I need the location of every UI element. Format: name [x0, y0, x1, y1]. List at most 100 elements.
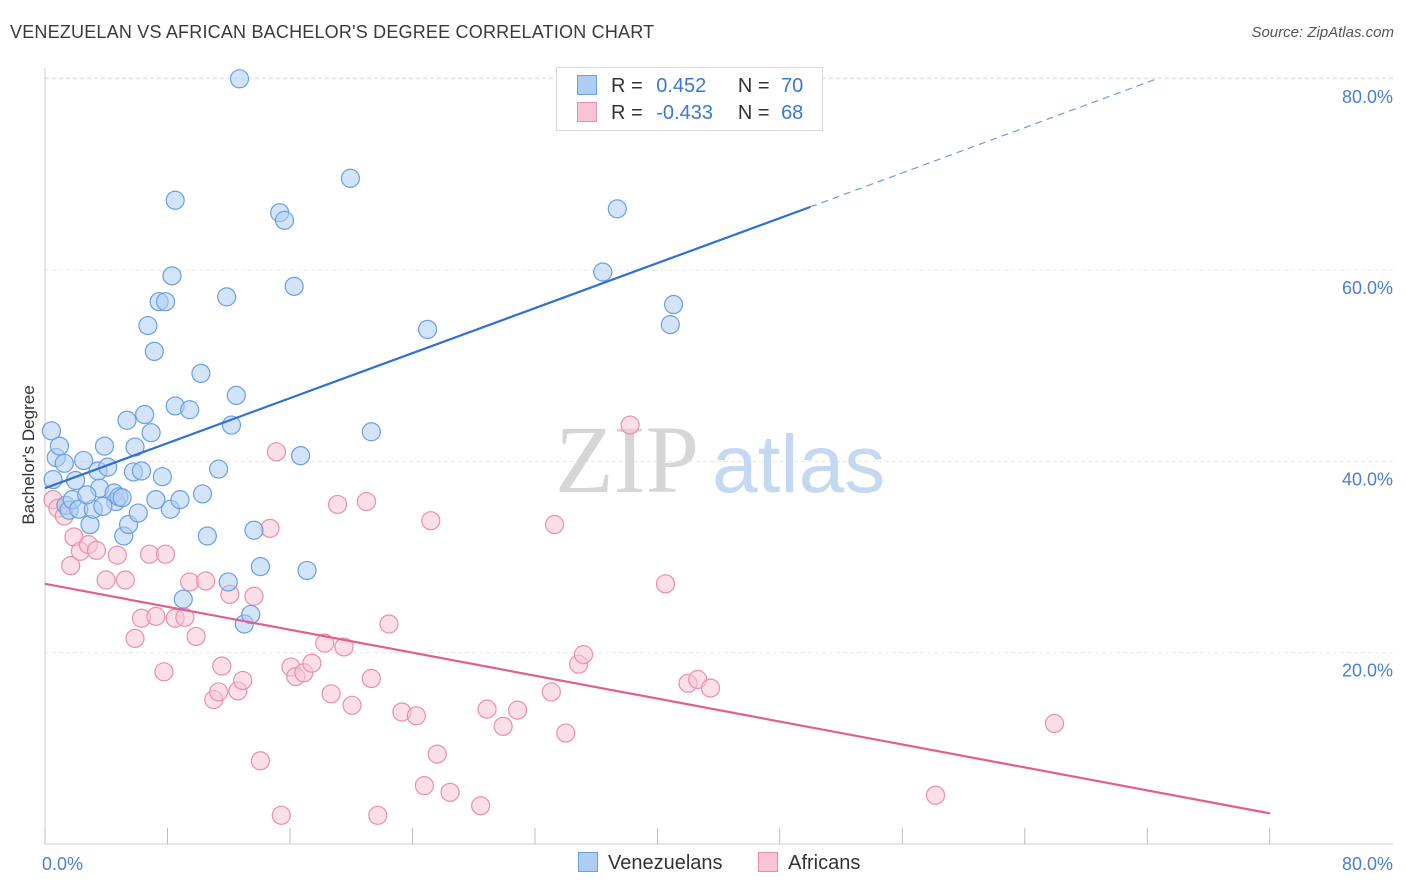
point-africans — [250, 751, 271, 771]
point-venezuelans — [209, 459, 229, 479]
trend-lines — [44, 79, 1271, 815]
point-africans — [209, 682, 229, 702]
legend-n-value: 70 — [781, 75, 804, 97]
tick-labels: 20.0% 40.0% 60.0% 80.0% 0.0% 80.0% — [42, 87, 1393, 874]
point-africans — [477, 699, 497, 719]
point-venezuelans — [117, 410, 137, 430]
point-africans — [655, 574, 676, 594]
point-venezuelans — [112, 488, 132, 508]
point-venezuelans — [417, 319, 438, 340]
point-africans — [260, 518, 280, 538]
point-venezuelans — [49, 436, 70, 456]
series-venezuelans-points — [41, 69, 684, 634]
watermark: ZIP atlas — [555, 406, 885, 513]
point-venezuelans — [131, 461, 152, 481]
point-venezuelans — [138, 315, 158, 336]
legend-item-venezuelans[interactable]: Venezuelans — [578, 852, 723, 875]
point-venezuelans — [77, 485, 97, 505]
legend-n-value: 68 — [781, 102, 804, 124]
point-africans — [700, 678, 721, 698]
grid-layer — [45, 77, 1393, 654]
point-venezuelans — [173, 589, 193, 609]
point-africans — [471, 796, 491, 816]
point-venezuelans — [297, 560, 317, 581]
point-venezuelans — [244, 520, 264, 540]
point-africans — [573, 645, 594, 665]
point-africans — [368, 805, 388, 825]
point-venezuelans — [663, 294, 684, 315]
point-africans — [244, 586, 264, 606]
point-venezuelans — [128, 503, 148, 523]
trend-line-venezuelans-extension — [809, 79, 1155, 208]
point-africans — [266, 442, 287, 462]
point-venezuelans — [73, 450, 94, 471]
point-africans — [334, 637, 354, 657]
point-africans — [493, 716, 513, 736]
point-africans — [139, 544, 160, 564]
point-venezuelans — [217, 287, 237, 307]
point-africans — [186, 626, 206, 647]
point-africans — [406, 706, 426, 726]
stats-legend: R = 0.452 N = 70 R = -0.433 N = 68 — [556, 67, 823, 131]
point-africans — [421, 511, 441, 531]
point-africans — [361, 668, 381, 689]
x-tick-label-max: 80.0% — [1342, 854, 1393, 874]
y-tick-label: 40.0% — [1342, 469, 1393, 489]
point-venezuelans — [144, 341, 164, 362]
point-africans — [541, 682, 561, 702]
axis-layer — [44, 68, 1393, 845]
point-venezuelans — [152, 467, 172, 487]
legend-label-venezuelans: Venezuelans — [608, 852, 723, 874]
trend-line-venezuelans — [44, 205, 811, 490]
legend-n-label: N = — [737, 102, 770, 124]
point-venezuelans — [229, 69, 250, 89]
legend-r-label: R = — [611, 102, 643, 124]
legend-swatch-venezuelans — [577, 75, 597, 95]
point-africans — [925, 785, 946, 805]
series-africans-points — [43, 415, 1065, 825]
point-venezuelans — [197, 526, 217, 546]
point-venezuelans — [340, 168, 361, 188]
point-africans — [96, 570, 116, 590]
point-africans — [315, 633, 335, 653]
legend-swatch-africans — [758, 852, 779, 872]
watermark-atlas: atlas — [712, 419, 885, 510]
legend-swatch-venezuelans — [578, 852, 598, 872]
point-venezuelans — [226, 385, 246, 406]
legend-swatch-africans — [577, 102, 597, 122]
point-venezuelans — [192, 484, 213, 504]
point-africans — [271, 805, 291, 825]
point-africans — [342, 695, 362, 715]
y-tick-label: 20.0% — [1342, 661, 1393, 681]
point-venezuelans — [218, 572, 238, 592]
point-venezuelans — [191, 363, 211, 384]
legend-r-value: 0.452 — [656, 75, 707, 97]
point-africans — [154, 662, 174, 682]
chart-source: Source: ZipAtlas.com — [1251, 24, 1394, 41]
legend-n-label: N = — [737, 75, 770, 97]
point-venezuelans — [155, 292, 176, 312]
point-venezuelans — [593, 262, 613, 282]
point-venezuelans — [607, 199, 627, 219]
x-tick-label-min: 0.0% — [42, 854, 83, 874]
point-venezuelans — [54, 453, 74, 473]
point-africans — [427, 744, 447, 764]
point-africans — [115, 570, 135, 590]
point-venezuelans — [170, 490, 190, 510]
point-africans — [180, 572, 200, 592]
point-venezuelans — [290, 446, 311, 466]
legend-item-africans[interactable]: Africans — [758, 852, 860, 875]
point-venezuelans — [284, 276, 304, 296]
point-africans — [556, 723, 576, 743]
point-africans — [321, 684, 341, 704]
point-africans — [302, 653, 322, 673]
legend-row-venezuelans: R = 0.452 N = 70 — [577, 75, 803, 99]
point-venezuelans — [165, 190, 185, 210]
point-venezuelans — [660, 315, 680, 335]
point-africans — [356, 491, 377, 512]
point-venezuelans — [162, 266, 182, 286]
point-africans — [86, 540, 107, 560]
legend-label-africans: Africans — [788, 852, 861, 874]
y-tick-label: 60.0% — [1342, 278, 1393, 298]
